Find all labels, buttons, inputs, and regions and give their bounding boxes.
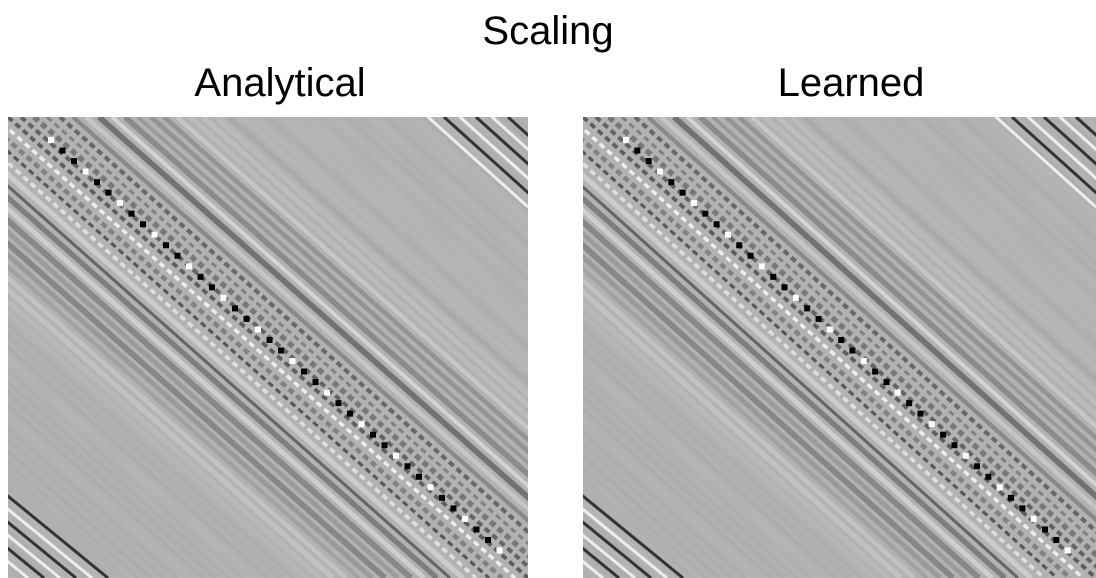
diagonal-cell <box>439 495 445 501</box>
diagonal-cell <box>278 348 284 354</box>
diagonal-cell <box>106 190 112 196</box>
diagonal-cell <box>129 211 135 217</box>
diagonal-cell <box>680 190 686 196</box>
diagonal-cell <box>255 326 261 332</box>
diagonal-cell <box>163 242 169 248</box>
diagonal-cell <box>497 547 503 553</box>
diagonal-cell <box>657 169 663 175</box>
diagonal-cell <box>974 463 980 469</box>
diagonal-cell <box>462 516 468 522</box>
diagonal-cell <box>416 474 422 480</box>
diagonal-cell <box>940 432 946 438</box>
diagonal-cell <box>94 179 100 185</box>
diagonal-cell <box>290 358 296 364</box>
diagonal-cell <box>782 284 788 290</box>
diagonal-cell <box>646 158 652 164</box>
diagonal-cell <box>428 484 434 490</box>
diagonal-cell <box>861 358 867 364</box>
diagonal-cell <box>152 232 158 238</box>
diagonal-cell <box>917 411 923 417</box>
diagonal-cell <box>1008 495 1014 501</box>
diagonal-cell <box>198 274 204 280</box>
diagonal-cell <box>267 337 273 343</box>
panel-title: Analytical <box>194 61 365 105</box>
diagonal-cell <box>221 295 227 301</box>
panel-title: Learned <box>778 61 925 105</box>
diagonal-cell <box>485 537 491 543</box>
diagonal-cell <box>232 305 238 311</box>
diagonal-cell <box>393 453 399 459</box>
diagonal-cell <box>359 421 365 427</box>
figure: Scaling Analytical Learned <box>0 0 1096 578</box>
diagonal-cell <box>691 200 697 206</box>
diagonal-cell <box>175 253 181 259</box>
diagonal-cell <box>850 348 856 354</box>
figure-title: Scaling <box>482 9 613 53</box>
diagonal-cell <box>623 137 629 143</box>
diagonal-cell <box>997 484 1003 490</box>
diagonal-cell <box>451 505 457 511</box>
diagonal-cell <box>929 421 935 427</box>
diagonal-cell <box>301 369 307 375</box>
diagonal-cell <box>702 211 708 217</box>
diagonal-cell <box>748 253 754 259</box>
diagonal-cell <box>634 148 640 154</box>
diagonal-cell <box>313 379 319 385</box>
diagonal-cell <box>793 295 799 301</box>
diagonal-cell <box>60 148 66 154</box>
diagonal-cell <box>906 400 912 406</box>
diagonal-cell <box>1031 516 1037 522</box>
diagonal-cell <box>1042 526 1048 532</box>
diagonal-cell <box>838 337 844 343</box>
diagonal-cell <box>770 274 776 280</box>
diagonal-cell <box>725 232 731 238</box>
page: {"title": "Scaling", "panels": [{"title"… <box>0 0 1096 578</box>
diagonal-cell <box>324 390 330 396</box>
diagonal-cell <box>347 411 353 417</box>
diagonal-cell <box>963 453 969 459</box>
diagonal-cell <box>336 400 342 406</box>
diagonal-cell <box>759 263 765 269</box>
diagonal-cell <box>370 432 376 438</box>
diagonal-cell <box>872 369 878 375</box>
diagonal-cell <box>951 442 957 448</box>
diagonal-cell <box>209 284 215 290</box>
texture-stripe <box>0 117 8 578</box>
diagonal-cell <box>382 442 388 448</box>
diagonal-cell <box>1019 505 1025 511</box>
diagonal-cell <box>117 200 123 206</box>
diagonal-cell <box>736 242 742 248</box>
diagonal-cell <box>1053 537 1059 543</box>
diagonal-cell <box>668 179 674 185</box>
diagonal-cell <box>827 326 833 332</box>
body: Scaling Analytical Learned (() => { cons… <box>0 0 1096 578</box>
diagonal-cell <box>883 379 889 385</box>
diagonal-cell <box>140 221 146 227</box>
diagonal-cell <box>804 305 810 311</box>
diagonal-cell <box>83 169 89 175</box>
diagonal-cell <box>985 474 991 480</box>
diagonal-cell <box>244 316 250 322</box>
diagonal-cell <box>186 263 192 269</box>
diagonal-cell <box>48 137 54 143</box>
diagonal-cell <box>474 526 480 532</box>
diagonal-cell <box>816 316 822 322</box>
diagonal-cell <box>895 390 901 396</box>
diagonal-cell <box>405 463 411 469</box>
diagonal-cell <box>71 158 77 164</box>
diagonal-cell <box>714 221 720 227</box>
diagonal-cell <box>1065 547 1071 553</box>
